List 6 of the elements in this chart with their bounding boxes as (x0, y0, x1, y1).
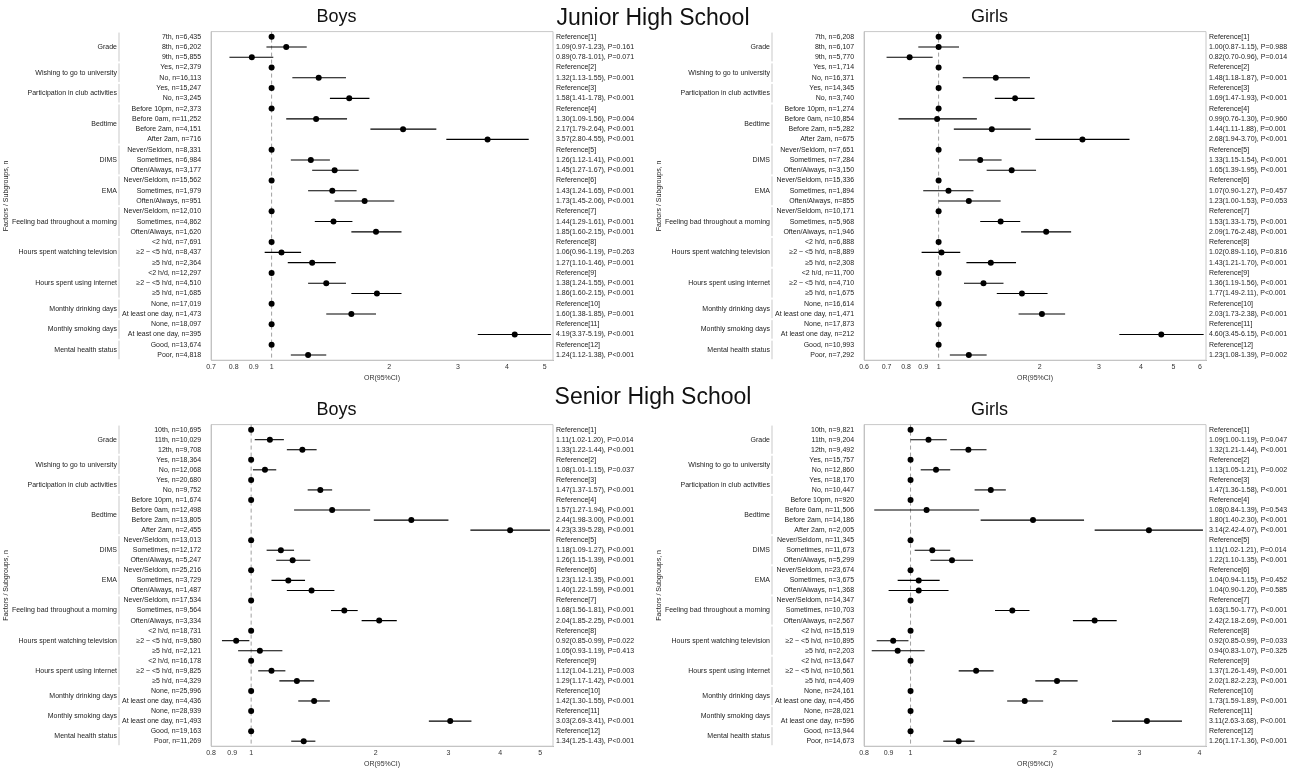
chart-title: Boys (316, 5, 357, 26)
chart-title: Girls (971, 5, 1008, 26)
text: Junior High School (556, 4, 750, 30)
chart-title: Girls (971, 398, 1008, 419)
text: Senior High School (554, 383, 752, 409)
chart-title: Boys (316, 398, 357, 419)
